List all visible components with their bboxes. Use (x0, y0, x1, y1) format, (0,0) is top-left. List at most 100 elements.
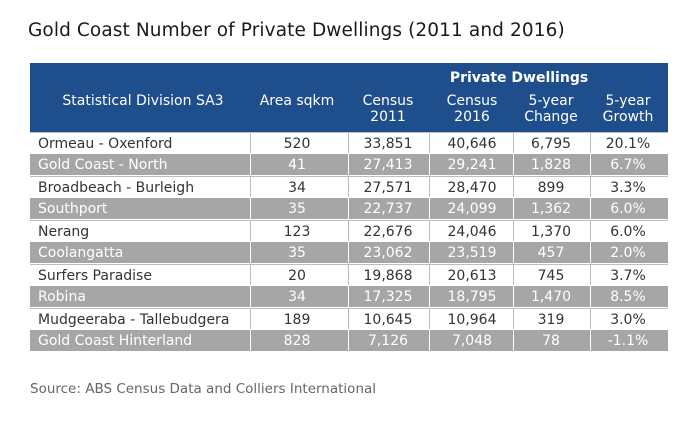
cell-census-2011: 7,126 (367, 333, 409, 349)
cell-census-2011: 17,325 (363, 289, 413, 305)
column-divider (590, 330, 591, 351)
column-divider (513, 133, 514, 153)
column-divider (348, 242, 349, 263)
cell-census-2011: 10,645 (363, 312, 413, 328)
table-row: Southport 35 22,737 24,099 1,362 6.0% (30, 198, 668, 220)
column-divider (513, 154, 514, 175)
cell-change: 745 (537, 268, 565, 284)
column-divider (250, 177, 251, 197)
cell-census-2011: 22,737 (363, 201, 413, 217)
table-row: Coolangatta 35 23,062 23,519 457 2.0% (30, 242, 668, 264)
col-header-line1: Statistical Division SA3 (62, 93, 224, 109)
col-header-census-2011: Census 2011 (350, 93, 426, 125)
cell-area: 34 (288, 289, 306, 305)
column-divider (429, 286, 430, 307)
table-row: Surfers Paradise 20 19,868 20,613 745 3.7% (30, 264, 668, 286)
cell-census-2016: 28,470 (447, 180, 497, 196)
table-row: Ormeau - Oxenford 520 33,851 40,646 6,795 20.… (30, 132, 668, 154)
cell-census-2016: 23,519 (447, 245, 497, 261)
table-row: Mudgeeraba - Tallebudgera 189 10,645 10,964… (30, 308, 668, 330)
cell-growth: 2.0% (610, 245, 646, 261)
column-divider (250, 286, 251, 307)
column-divider (590, 133, 591, 153)
column-divider (590, 221, 591, 241)
column-divider (429, 133, 430, 153)
cell-census-2016: 18,795 (447, 289, 497, 305)
cell-name: Surfers Paradise (38, 268, 152, 284)
table-row: Broadbeach - Burleigh 34 27,571 28,470 899 3.… (30, 176, 668, 198)
cell-name: Robina (38, 289, 86, 305)
cell-census-2011: 22,676 (363, 224, 413, 240)
cell-area: 35 (288, 245, 306, 261)
cell-census-2016: 40,646 (447, 136, 497, 152)
col-header-line1: Census (446, 93, 498, 109)
cell-growth: 20.1% (605, 136, 651, 152)
cell-growth: 6.0% (610, 201, 646, 217)
table-row: Gold Coast Hinterland 828 7,126 7,048 78 -1.1… (30, 330, 668, 352)
column-divider (250, 154, 251, 175)
cell-growth: 3.3% (610, 180, 646, 196)
table-body: Ormeau - Oxenford 520 33,851 40,646 6,795 20.… (30, 132, 668, 352)
cell-change: 1,470 (530, 289, 572, 305)
column-divider (348, 330, 349, 351)
column-divider (250, 242, 251, 263)
column-divider (429, 265, 430, 285)
column-divider (429, 309, 430, 329)
cell-census-2011: 27,413 (363, 157, 413, 173)
column-divider (348, 265, 349, 285)
column-divider (429, 330, 430, 351)
column-divider (348, 309, 349, 329)
column-divider (513, 177, 514, 197)
col-header-line1: Area sqkm (259, 93, 335, 109)
column-divider (513, 221, 514, 241)
column-divider (348, 198, 349, 219)
column-divider (250, 330, 251, 351)
cell-name: Nerang (38, 224, 90, 240)
cell-change: 1,362 (530, 201, 572, 217)
column-divider (250, 133, 251, 153)
column-divider (250, 309, 251, 329)
cell-census-2016: 29,241 (447, 157, 497, 173)
cell-name: Broadbeach - Burleigh (38, 180, 195, 196)
column-divider (250, 198, 251, 219)
column-divider (590, 309, 591, 329)
column-divider (348, 133, 349, 153)
cell-census-2016: 10,964 (447, 312, 497, 328)
cell-area: 828 (283, 333, 311, 349)
cell-growth: 3.7% (610, 268, 646, 284)
column-divider (513, 286, 514, 307)
cell-area: 35 (288, 201, 306, 217)
col-header-area: Area sqkm (252, 93, 342, 109)
column-divider (348, 221, 349, 241)
source-note: Source: ABS Census Data and Colliers Int… (30, 381, 377, 397)
column-divider (513, 330, 514, 351)
col-header-line2: 2011 (370, 109, 406, 125)
cell-census-2011: 33,851 (363, 136, 413, 152)
dwellings-table: Private Dwellings Statistical Division S… (30, 63, 668, 352)
column-divider (590, 177, 591, 197)
column-divider (348, 154, 349, 175)
cell-growth: 6.7% (610, 157, 646, 173)
cell-area: 34 (288, 180, 306, 196)
cell-growth: 8.5% (610, 289, 646, 305)
table-row: Gold Coast - North 41 27,413 29,241 1,828 6.7… (30, 154, 668, 176)
col-header-line1: 5-year (605, 93, 651, 109)
cell-change: 1,828 (530, 157, 572, 173)
cell-census-2016: 20,613 (447, 268, 497, 284)
cell-growth: 3.0% (610, 312, 646, 328)
cell-census-2011: 27,571 (363, 180, 413, 196)
column-divider (590, 198, 591, 219)
cell-area: 189 (283, 312, 311, 328)
column-divider (513, 265, 514, 285)
cell-change: 899 (537, 180, 565, 196)
cell-name: Southport (38, 201, 108, 217)
col-header-line2: 2016 (454, 109, 490, 125)
cell-area: 123 (283, 224, 311, 240)
column-divider (513, 242, 514, 263)
cell-area: 20 (288, 268, 306, 284)
cell-change: 457 (537, 245, 565, 261)
col-header-line1: Census (362, 93, 414, 109)
column-divider (250, 221, 251, 241)
column-divider (348, 286, 349, 307)
cell-growth: 6.0% (610, 224, 646, 240)
